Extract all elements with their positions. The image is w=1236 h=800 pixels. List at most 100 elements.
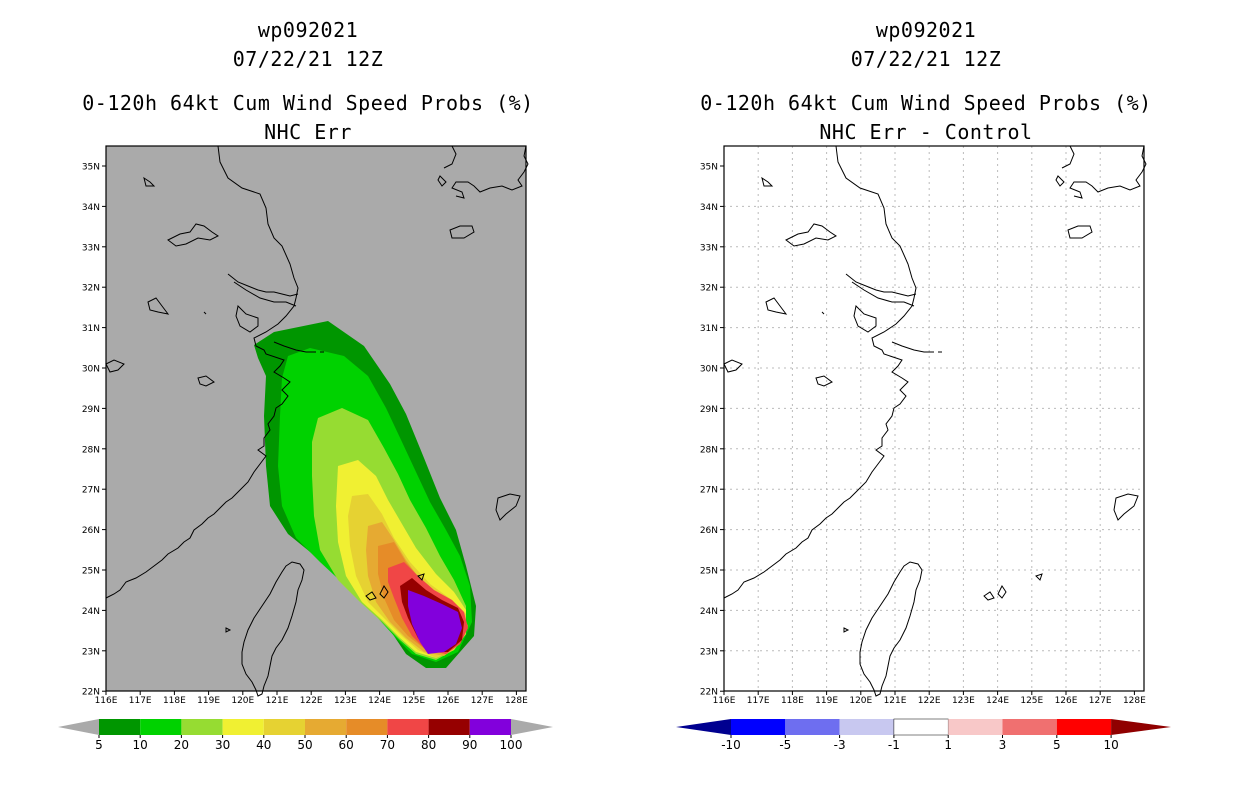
right-title-datetime: 07/22/21 12Z [850, 47, 1002, 71]
lon-label: 128E [1123, 696, 1146, 706]
colorbar-swatch [263, 719, 305, 735]
colorbar-swatch [785, 719, 840, 735]
lat-label: 24N [700, 607, 718, 617]
colorbar-swatch [1002, 719, 1057, 735]
lon-label: 119E [815, 696, 838, 706]
colorbar-label: 50 [297, 738, 312, 752]
left-lon-labels: 116E 117E 118E 119E 120E 121E 122E 123E 124E 125E… [95, 691, 528, 706]
lon-label: 118E [781, 696, 804, 706]
left-probability-contours [254, 321, 476, 668]
lat-label: 28N [82, 445, 100, 455]
lat-label: 34N [82, 203, 100, 213]
colorbar-label: -1 [888, 738, 900, 752]
left-lat-labels: 35N 34N 33N 32N 31N 30N 29N 28N 27N 26N 25N 24N 23N 2… [82, 163, 106, 698]
left-map: 35N 34N 33N 32N 31N 30N 29N 28N 27N 26N 25N 24N 23N 2… [82, 145, 529, 706]
left-title-storm-id: wp092021 [257, 18, 359, 42]
lat-label: 27N [82, 486, 100, 496]
colorbar-label: 60 [339, 738, 354, 752]
left-colorbar: 5 10 20 30 40 50 60 70 80 90 100 [58, 719, 553, 752]
colorbar-label: 3 [999, 738, 1007, 752]
lon-label: 118E [163, 696, 186, 706]
colorbar-swatch [140, 719, 182, 735]
lon-label: 126E [1055, 696, 1078, 706]
lat-label: 32N [82, 284, 100, 294]
colorbar-label: 10 [1103, 738, 1118, 752]
colorbar-end-left [58, 719, 99, 735]
colorbar-swatch [839, 719, 894, 735]
lon-label: 116E [713, 696, 736, 706]
colorbar-swatch [387, 719, 429, 735]
lat-label: 26N [700, 526, 718, 536]
lat-label: 23N [700, 647, 718, 657]
lon-label: 123E [334, 696, 357, 706]
lat-label: 26N [82, 526, 100, 536]
lon-label: 121E [884, 696, 907, 706]
left-title-subtitle: NHC Err [264, 120, 352, 144]
lon-label: 122E [918, 696, 941, 706]
colorbar-swatch [893, 718, 949, 736]
colorbar-label: 10 [133, 738, 148, 752]
lat-label: 22N [82, 688, 100, 698]
right-map-background [724, 146, 1144, 691]
colorbar-swatch [346, 719, 388, 735]
lon-label: 121E [266, 696, 289, 706]
right-lat-labels: 35N 34N 33N 32N 31N 30N 29N 28N 27N 26N 25N 24N 23N 2… [700, 163, 724, 698]
lon-label: 116E [95, 696, 118, 706]
colorbar-label: 1 [944, 738, 952, 752]
colorbar-swatch [99, 719, 141, 735]
colorbar-swatch [305, 719, 347, 735]
colorbar-swatch [222, 719, 264, 735]
colorbar-label: -10 [721, 738, 741, 752]
lon-label: 127E [471, 696, 494, 706]
lat-label: 27N [700, 486, 718, 496]
right-title-product: 0-120h 64kt Cum Wind Speed Probs (%) [700, 91, 1152, 115]
colorbar-label: 40 [256, 738, 271, 752]
right-title-subtitle: NHC Err - Control [819, 120, 1033, 144]
lon-label: 124E [368, 696, 391, 706]
colorbar-swatch [948, 719, 1003, 735]
left-map-frame [105, 145, 527, 692]
lon-label: 123E [952, 696, 975, 706]
lon-label: 117E [747, 696, 770, 706]
colorbar-swatch [1056, 719, 1112, 735]
lon-label: 126E [437, 696, 460, 706]
lon-label: 128E [505, 696, 528, 706]
lat-label: 23N [82, 647, 100, 657]
colorbar-end-left [676, 719, 731, 735]
right-lon-labels: 116E 117E 118E 119E 120E 121E 122E 123E 124E 125E… [713, 691, 1146, 706]
lat-label: 29N [700, 405, 718, 415]
lat-label: 31N [82, 324, 100, 334]
lat-label: 34N [700, 203, 718, 213]
colorbar-label: -5 [779, 738, 791, 752]
lat-label: 31N [700, 324, 718, 334]
colorbar-end-right [511, 719, 553, 735]
colorbar-swatch [731, 719, 786, 735]
lon-label: 125E [402, 696, 425, 706]
colorbar-label: 20 [174, 738, 189, 752]
colorbar-label: -3 [834, 738, 846, 752]
lat-label: 28N [700, 445, 718, 455]
lon-label: 124E [986, 696, 1009, 706]
colorbar-end-right [1111, 719, 1171, 735]
lat-label: 25N [700, 567, 718, 577]
lat-label: 30N [700, 365, 718, 375]
right-gridlines [724, 146, 1144, 691]
colorbar-label: 5 [1053, 738, 1061, 752]
lat-label: 33N [82, 243, 100, 253]
lat-label: 29N [82, 405, 100, 415]
right-title-storm-id: wp092021 [875, 18, 977, 42]
colorbar-swatch [428, 719, 470, 735]
right-map: 35N 34N 33N 32N 31N 30N 29N 28N 27N 26N 25N 24N 23N 2… [700, 145, 1147, 706]
colorbar-label: 80 [421, 738, 436, 752]
colorbar-label: 5 [95, 738, 103, 752]
colorbar-label: 100 [500, 738, 523, 752]
lat-label: 35N [700, 163, 718, 173]
colorbar-label: 90 [462, 738, 477, 752]
colorbar-label: 70 [380, 738, 395, 752]
lat-label: 30N [82, 365, 100, 375]
right-colorbar: -10 -5 -3 -1 1 3 5 10 [676, 718, 1171, 752]
lon-label: 125E [1020, 696, 1043, 706]
lat-label: 24N [82, 607, 100, 617]
prob-contour-90 [408, 590, 462, 654]
lat-label: 32N [700, 284, 718, 294]
